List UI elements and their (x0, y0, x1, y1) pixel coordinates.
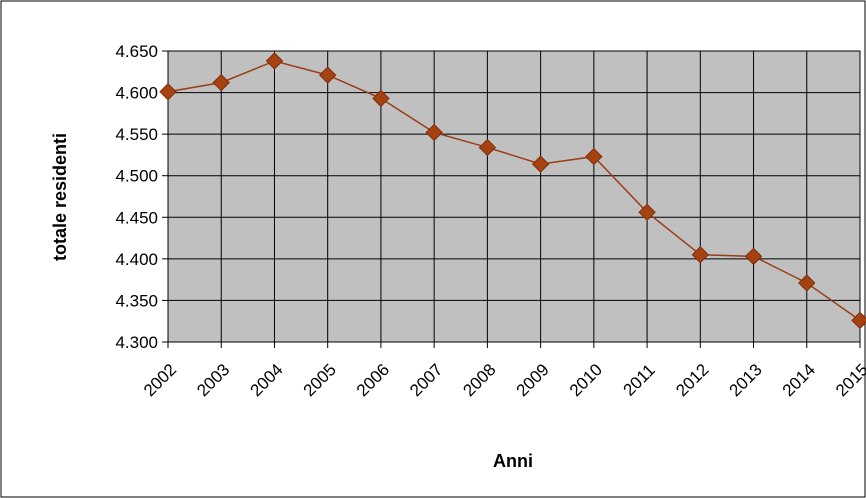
data-point-marker (531, 155, 550, 173)
data-point-marker (159, 83, 177, 101)
y-tick-label: 4.600 (115, 84, 158, 103)
y-tick-label: 4.500 (115, 167, 158, 186)
y-tick-label: 4.450 (115, 208, 158, 227)
data-point-marker (212, 73, 230, 92)
data-point-marker (798, 274, 816, 292)
data-point-marker (851, 311, 866, 330)
y-axis-title: totale residenti (50, 133, 70, 261)
x-axis-title: Anni (493, 451, 533, 471)
series-line (167, 60, 861, 321)
data-point-marker (318, 66, 337, 84)
data-point-marker (372, 89, 390, 108)
data-point-marker (425, 123, 443, 142)
data-point-marker (265, 52, 284, 70)
data-point-marker (744, 247, 763, 266)
data-point-marker (478, 138, 497, 157)
data-point-marker (638, 203, 656, 222)
data-point-marker (585, 147, 603, 166)
data-point-marker (691, 245, 710, 264)
y-tick-label: 4.400 (115, 250, 158, 269)
y-tick-label: 4.350 (115, 291, 158, 310)
plot-area (167, 50, 861, 343)
y-tick-label: 4.300 (115, 333, 158, 352)
y-axis-ticks: 4.300 4.350 4.400 4.450 4.500 4.550 4.600 4.650 (115, 42, 168, 352)
series-layer (159, 52, 866, 330)
y-tick-label: 4.550 (115, 125, 158, 144)
y-tick-label: 4.650 (115, 42, 158, 61)
